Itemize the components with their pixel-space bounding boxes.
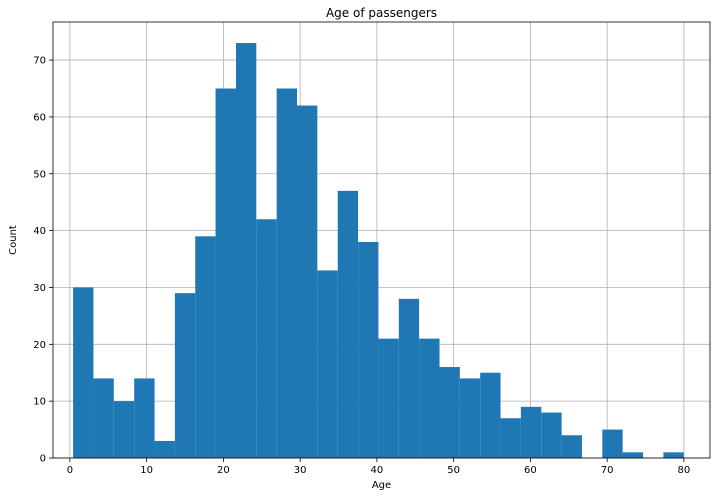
histogram-bar bbox=[663, 452, 684, 458]
histogram-bar bbox=[174, 293, 196, 458]
histogram-bar bbox=[215, 88, 236, 458]
histogram-bar bbox=[561, 435, 582, 458]
y-axis-label: Count bbox=[8, 225, 19, 255]
y-tick-label: 50 bbox=[33, 169, 46, 180]
grid bbox=[53, 22, 710, 459]
x-tick-label: 10 bbox=[140, 465, 153, 476]
histogram-bar bbox=[93, 378, 114, 458]
histogram-bar bbox=[154, 440, 175, 458]
y-tick-label: 0 bbox=[40, 454, 46, 465]
y-axis-ticks: 0 10 20 30 40 50 60 70 bbox=[33, 56, 53, 465]
histogram-bar bbox=[235, 43, 257, 458]
histogram-bar bbox=[134, 378, 155, 458]
histogram-bar bbox=[337, 190, 359, 458]
y-tick-label: 30 bbox=[33, 283, 46, 294]
chart-title: Age of passengers bbox=[326, 6, 437, 20]
x-tick-label: 20 bbox=[217, 465, 230, 476]
histogram-bar bbox=[195, 236, 216, 458]
y-tick-label: 70 bbox=[33, 56, 46, 67]
histogram-bar bbox=[419, 338, 440, 458]
x-tick-label: 40 bbox=[371, 465, 384, 476]
x-tick-label: 80 bbox=[678, 465, 691, 476]
histogram-bar bbox=[541, 412, 562, 458]
histogram-bar bbox=[500, 418, 521, 458]
y-tick-label: 10 bbox=[33, 397, 46, 408]
histogram-bar bbox=[113, 401, 135, 458]
x-tick-label: 70 bbox=[601, 465, 614, 476]
histogram-bar bbox=[256, 219, 277, 458]
x-axis-label: Age bbox=[372, 480, 391, 491]
plot-area-frame bbox=[52, 21, 711, 459]
histogram-bar bbox=[358, 241, 379, 458]
y-tick-label: 20 bbox=[33, 340, 46, 351]
histogram-bar bbox=[398, 298, 420, 458]
histogram-bar bbox=[296, 105, 318, 459]
y-tick-label: 40 bbox=[33, 226, 46, 237]
histogram-bar bbox=[276, 88, 297, 458]
histogram-bar bbox=[459, 378, 481, 458]
histogram-bar bbox=[378, 338, 399, 458]
bars bbox=[73, 43, 684, 459]
y-tick-label: 60 bbox=[33, 112, 46, 123]
histogram-bar bbox=[602, 429, 623, 458]
histogram-bar bbox=[480, 372, 501, 458]
x-tick-label: 60 bbox=[524, 465, 537, 476]
histogram-bar bbox=[317, 270, 338, 458]
histogram-bar bbox=[622, 452, 644, 458]
histogram-bar bbox=[520, 406, 542, 458]
x-axis-ticks: 0 10 20 30 40 50 60 70 80 bbox=[67, 458, 691, 476]
histogram-bar bbox=[439, 367, 460, 458]
x-tick-label: 50 bbox=[447, 465, 460, 476]
x-tick-label: 30 bbox=[294, 465, 307, 476]
histogram-bar bbox=[73, 287, 94, 458]
x-tick-label: 0 bbox=[67, 465, 73, 476]
